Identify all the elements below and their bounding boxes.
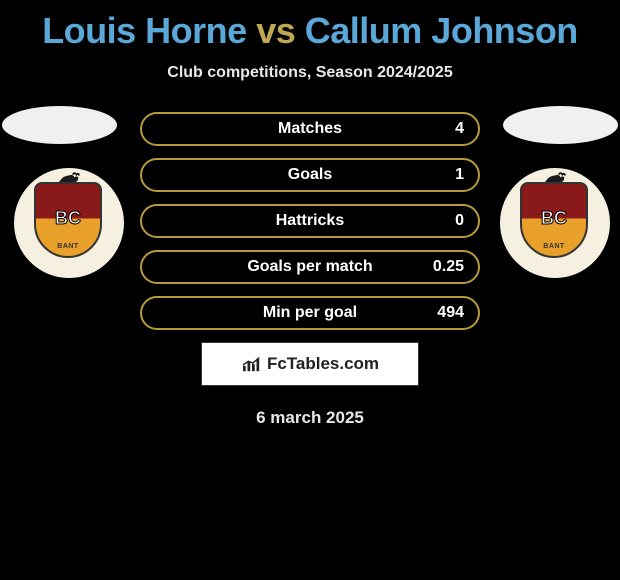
stat-rows: Matches 4 Goals 1 Hattricks 0 Goals per …: [140, 106, 480, 330]
player2-club-badge: BC BANT: [500, 168, 610, 278]
shield-initials: BC: [36, 208, 100, 229]
club-shield: BC BANT: [34, 182, 102, 258]
stat-row-goals-per-match: Goals per match 0.25: [140, 250, 480, 284]
subtitle: Club competitions, Season 2024/2025: [0, 64, 620, 82]
player1-club-badge: BC BANT: [14, 168, 124, 278]
date-text: 6 march 2025: [0, 408, 620, 428]
stat-value: 1: [455, 166, 464, 184]
chart-icon: [241, 355, 263, 373]
stat-value: 0: [455, 212, 464, 230]
club-shield: BC BANT: [520, 182, 588, 258]
stat-row-min-per-goal: Min per goal 494: [140, 296, 480, 330]
stats-area: BC BANT BC BANT Matches 4 Goals 1 Hattr: [0, 106, 620, 428]
shield-banner: BANT: [36, 243, 100, 250]
stat-label: Goals: [288, 166, 332, 184]
player1-avatar-placeholder: [2, 106, 117, 144]
stat-row-goals: Goals 1: [140, 158, 480, 192]
stat-row-hattricks: Hattricks 0: [140, 204, 480, 238]
brand-box: FcTables.com: [201, 342, 419, 386]
stat-label: Goals per match: [247, 258, 372, 276]
player1-name: Louis Horne: [42, 10, 247, 51]
stat-value: 4: [455, 120, 464, 138]
stat-value: 494: [437, 304, 464, 322]
stat-row-matches: Matches 4: [140, 112, 480, 146]
shield-banner: BANT: [522, 243, 586, 250]
stat-label: Hattricks: [276, 212, 344, 230]
brand-text: FcTables.com: [267, 354, 379, 374]
comparison-title: Louis Horne vs Callum Johnson: [0, 0, 620, 52]
player2-name: Callum Johnson: [305, 10, 578, 51]
shield-initials: BC: [522, 208, 586, 229]
stat-label: Matches: [278, 120, 342, 138]
player2-avatar-placeholder: [503, 106, 618, 144]
vs-text: vs: [256, 10, 295, 51]
stat-label: Min per goal: [263, 304, 357, 322]
stat-value: 0.25: [433, 258, 464, 276]
